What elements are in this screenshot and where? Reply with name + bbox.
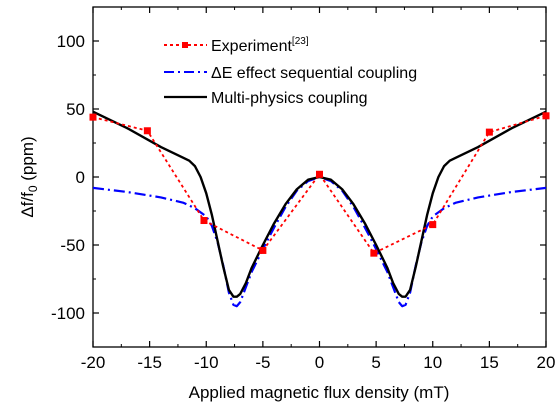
experiment-point (89, 113, 97, 121)
x-tick-label: 20 (537, 353, 556, 372)
legend: Experiment[23] ΔE effect sequential coup… (164, 36, 417, 107)
experiment-point (370, 249, 378, 257)
experiment-point (485, 128, 493, 136)
x-tick-label: 10 (423, 353, 442, 372)
experiment-point (542, 112, 550, 120)
x-tick-label: 0 (315, 353, 324, 372)
series-layer (89, 110, 550, 308)
y-tick-label: -50 (60, 236, 85, 255)
x-axis-title: Applied magnetic flux density (mT) (189, 383, 450, 402)
y-tick-label: -100 (51, 304, 85, 323)
y-axis-title-main: Δf/f (18, 192, 37, 218)
x-tick-label: 5 (371, 353, 380, 372)
x-tick-label: -20 (81, 353, 106, 372)
x-tick-label: -5 (255, 353, 270, 372)
experiment-point (143, 127, 151, 135)
series-line-sequential (92, 175, 547, 308)
x-tick-label: 15 (480, 353, 499, 372)
experiment-point (259, 246, 267, 254)
experiment-point (429, 221, 437, 229)
legend-label-experiment: Experiment[23] (211, 36, 309, 55)
legend-label-sequential: ΔE effect sequential coupling (211, 65, 417, 82)
y-axis-title-sub: 0 (26, 185, 40, 192)
x-tick-label: -10 (194, 353, 219, 372)
legend-marker-experiment (182, 42, 188, 48)
experiment-point (316, 170, 323, 178)
y-tick-label: 50 (66, 100, 85, 119)
y-tick-label: 100 (57, 32, 85, 51)
series-line-multiphysics (92, 110, 547, 298)
y-axis-title: Δf/f0 (ppm) (18, 136, 40, 217)
legend-label-multiphysics: Multi-physics coupling (211, 90, 368, 107)
experiment-point (200, 217, 208, 225)
series-line-experiment (92, 114, 547, 255)
y-tick-label: 0 (76, 168, 85, 187)
x-tick-label: -15 (137, 353, 162, 372)
y-axis-title-unit: (ppm) (18, 136, 37, 185)
